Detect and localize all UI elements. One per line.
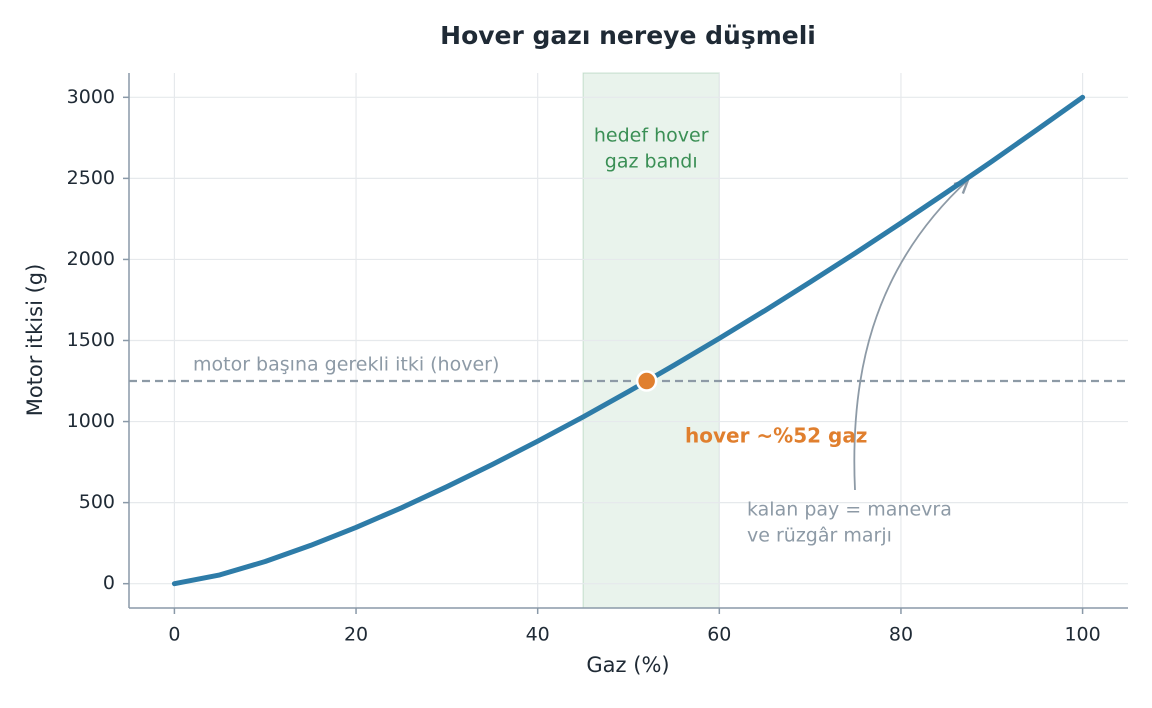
x-axis-label: Gaz (%) — [586, 653, 669, 677]
annotation-arrow — [853, 180, 968, 491]
y-tick-label: 0 — [103, 572, 115, 594]
x-tick-label: 40 — [526, 624, 550, 646]
hover-line-label: motor başına gerekli itki (hover) — [193, 354, 499, 376]
x-tick-label: 0 — [168, 624, 180, 646]
plot-background — [129, 72, 1128, 609]
chart-title: Hover gazı nereye düşmeli — [440, 21, 816, 50]
x-tick-label: 100 — [1064, 624, 1100, 646]
y-tick-label: 1500 — [67, 329, 115, 351]
x-tick-label: 20 — [344, 624, 368, 646]
y-axis-label: Motor itkisi (g) — [23, 264, 47, 417]
y-tick-label: 1000 — [67, 410, 115, 432]
x-tick-label: 80 — [889, 624, 913, 646]
margin-note: ve rüzgâr marjı — [747, 525, 892, 547]
x-tick-label: 60 — [707, 624, 731, 646]
y-tick-label: 2000 — [67, 248, 115, 270]
margin-note: kalan pay = manevra — [747, 499, 952, 521]
hover-point — [635, 370, 658, 392]
band-label: gaz bandı — [605, 151, 698, 173]
thrust-curve — [171, 94, 1086, 587]
band-label: hedef hover — [594, 125, 709, 147]
y-tick-label: 500 — [79, 491, 115, 513]
hover-point-label: hover ~%52 gaz — [685, 424, 867, 448]
y-tick-label: 2500 — [67, 167, 115, 189]
y-tick-label: 3000 — [67, 86, 115, 108]
